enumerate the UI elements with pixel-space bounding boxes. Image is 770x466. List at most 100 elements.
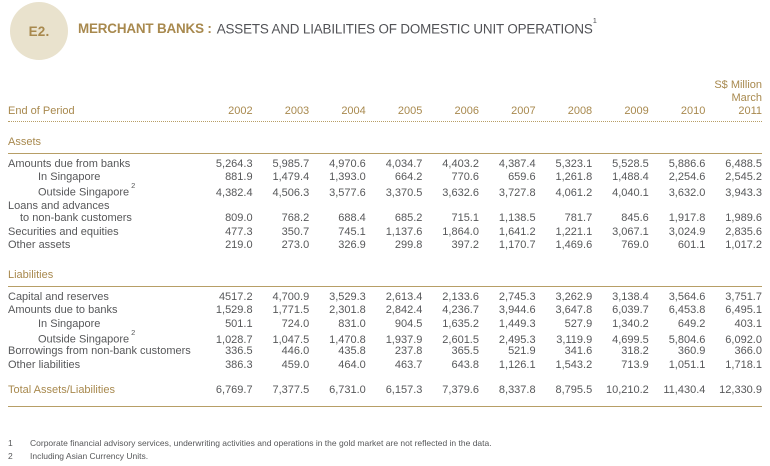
cell-value: 5,985.7 (272, 157, 310, 170)
cell-value: 3,138.4 (612, 290, 649, 303)
cell-value: 527.9 (564, 317, 593, 330)
cell-value: 6,039.7 (612, 304, 649, 317)
cell-value: 3,067.1 (612, 225, 649, 238)
table-row: Capital and reserves 4517.2 4,700.9 3,529.… (8, 289, 762, 303)
cell-value: 4,506.3 (272, 186, 310, 199)
report-title-text: ASSETS AND LIABILITIES OF DOMESTIC UNIT … (216, 21, 593, 37)
cell-value: 1,170.7 (498, 239, 536, 252)
cell-value: 3,119.9 (556, 333, 593, 346)
table-row: Other liabilities 386.3 459.0 464.0 463.7 64… (8, 357, 762, 371)
cell-value: 3,647.8 (555, 304, 593, 317)
row-label: In Singapore (38, 317, 101, 330)
cell-value: 3,262.9 (555, 290, 593, 303)
cell-value: 326.9 (338, 239, 366, 252)
title-footnote-ref: 1 (592, 16, 597, 25)
year-header: 2004 (341, 105, 366, 117)
liabilities-rows: Capital and reserves 4517.2 4,700.9 3,529.… (8, 287, 762, 371)
cell-value: 685.2 (394, 211, 423, 224)
year-header: 2006 (454, 105, 479, 117)
cell-value: 463.7 (394, 358, 423, 371)
cell-value: 1,051.1 (668, 358, 706, 371)
cell-value: 336.5 (225, 345, 253, 358)
cell-value: 5,264.3 (215, 157, 253, 170)
cell-value: 1,488.4 (612, 171, 649, 184)
year-header: 2002 (228, 105, 253, 117)
cell-value: 809.0 (225, 211, 253, 224)
total-value: 7,377.5 (272, 383, 310, 396)
cell-value: 237.8 (394, 345, 423, 358)
assets-section: Assets Amounts due from banks 5,264.3 5,9… (8, 134, 762, 251)
total-value: 6,157.3 (385, 383, 423, 396)
cell-value: 3,024.9 (668, 225, 706, 238)
table-row: Outside Singapore2 1,028.7 1,047.5 1,470.8… (8, 328, 762, 346)
cell-value: 1,449.3 (498, 317, 536, 330)
period-label: March (731, 92, 762, 104)
footnote-text: Corporate financial advisory services, u… (30, 437, 492, 448)
cell-value: 4,061.2 (555, 186, 593, 199)
cell-value: 5,528.5 (612, 157, 649, 170)
cell-value: 845.6 (621, 211, 649, 224)
report-title: MERCHANT BANKS : ASSETS AND LIABILITIES O… (78, 16, 597, 37)
cell-value: 3,529.3 (329, 290, 366, 303)
row-label: Securities and equities (8, 225, 119, 238)
cell-value: 781.7 (564, 211, 593, 224)
cell-value: 643.8 (451, 358, 479, 371)
row-label: Amounts due to banks (8, 304, 118, 317)
cell-value: 3,943.3 (725, 186, 762, 199)
report-title-prefix: MERCHANT BANKS : (78, 21, 212, 37)
table-row: Outside Singapore2 4,382.4 4,506.3 3,577.6… (8, 181, 762, 199)
cell-value: 521.9 (508, 345, 536, 358)
section-heading-assets: Assets (8, 134, 762, 154)
cell-value: 770.6 (451, 171, 479, 184)
cell-value: 4,700.9 (272, 290, 310, 303)
total-value: 6,769.7 (215, 383, 253, 396)
cell-value: 1,469.6 (555, 239, 593, 252)
cell-value: 1,771.5 (272, 304, 310, 317)
total-row: Total Assets/Liabilities 6,769.7 7,377.5 6… (8, 384, 762, 407)
end-of-period-label: End of Period (8, 105, 75, 117)
cell-value: 664.2 (394, 171, 423, 184)
row-label: Amounts due from banks (8, 157, 131, 170)
footnote-ref: 1 (8, 437, 13, 448)
cell-value: 3,727.8 (498, 186, 536, 199)
cell-value: 1,635.2 (442, 317, 479, 330)
cell-value: 715.1 (451, 211, 479, 224)
cell-value: 366.0 (734, 345, 762, 358)
cell-value: 4,970.6 (329, 157, 366, 170)
footnote-text: Including Asian Currency Units. (30, 450, 149, 461)
cell-value: 6,453.8 (668, 304, 706, 317)
footnote-ref: 2 (8, 450, 13, 461)
cell-value: 1,261.8 (555, 171, 593, 184)
total-value: 7,379.6 (442, 383, 479, 396)
cell-value: 745.1 (338, 225, 366, 238)
cell-value: 1,917.8 (668, 211, 706, 224)
cell-value: 659.6 (508, 171, 536, 184)
cell-value: 2,545.2 (725, 171, 762, 184)
table-row: Loans and advances to non-bank customers … (8, 197, 762, 224)
cell-value: 881.9 (225, 171, 253, 184)
year-header: 2011 (738, 105, 762, 117)
cell-value: 1,126.1 (498, 358, 536, 371)
footnote-ref: 2 (131, 181, 136, 191)
total-label: Total Assets/Liabilities (8, 383, 115, 396)
row-label-line2: to non-bank customers (20, 211, 132, 224)
cell-value: 4517.2 (218, 290, 253, 303)
section-heading-liabilities: Liabilities (8, 267, 762, 288)
cell-value: 1,138.5 (498, 211, 536, 224)
row-label: Outside Singapore2 (38, 181, 136, 199)
cell-value: 1,641.2 (498, 225, 536, 238)
cell-value: 4,699.5 (612, 333, 649, 346)
cell-value: 1,047.5 (272, 333, 310, 346)
cell-value: 360.9 (677, 345, 706, 358)
cell-value: 4,403.2 (442, 157, 479, 170)
cell-value: 4,387.4 (498, 157, 536, 170)
cell-value: 2,613.4 (385, 290, 423, 303)
row-label: In Singapore (38, 171, 101, 184)
cell-value: 318.2 (621, 345, 649, 358)
cell-value: 5,804.6 (668, 333, 706, 346)
cell-value: 4,034.7 (385, 157, 423, 170)
row-label: Borrowings from non-bank customers (8, 345, 191, 358)
cell-value: 769.0 (621, 239, 649, 252)
table-row: Amounts due from banks 5,264.3 5,985.7 4,9… (8, 156, 762, 170)
